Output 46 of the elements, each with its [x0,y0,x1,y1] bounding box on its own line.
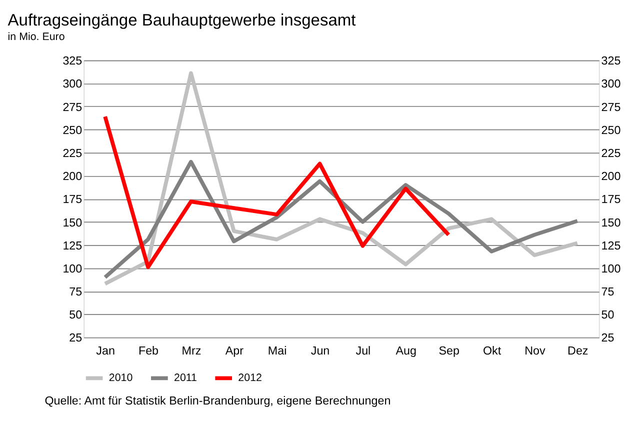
y2-tick-label: 300 [601,78,622,91]
y2-tick-label: 325 [601,54,621,68]
chart-subtitle: in Mio. Euro [8,30,65,43]
y-tick-label: 250 [62,124,83,137]
chart-title: Auftragseingänge Bauhauptgewerbe insgesamt [8,10,356,30]
legend-label: 2012 [238,372,262,384]
x-tick-label: Mrz [182,344,202,358]
x-tick-label: Nov [524,344,546,358]
y-tick-label: 50 [69,308,83,322]
y2-tick-label: 75 [601,286,614,299]
line-series [103,71,580,286]
y2-tick-label: 175 [601,193,621,206]
source-note: Quelle: Amt für Statistik Berlin-Brandenburg, eigene Berechnungen [44,394,391,408]
y-tick-label: 225 [62,146,82,160]
y2-tick-label: 200 [601,170,622,184]
x-tick-label: Aug [396,344,417,358]
y-tick-label: 175 [62,193,82,206]
legend-label: 2011 [174,372,198,384]
y2-tick-label: 225 [601,146,621,160]
y2-tick-label: 250 [601,124,622,137]
line-series [103,114,451,270]
y2-tick-label: 50 [601,308,615,322]
y2-tick-label: 100 [601,262,622,276]
y-tick-label: 200 [62,170,83,184]
legend-label: 2010 [108,372,133,384]
y-tick-label: 150 [62,216,83,230]
y-tick-label: 75 [69,286,82,299]
x-tick-label: Okt [482,344,502,358]
y2-tick-label: 275 [601,100,621,114]
y-tick-label: 25 [69,332,82,345]
y-tick-label: 100 [62,262,83,276]
x-tick-label: Sep [438,344,460,358]
x-tick-label: Jan [96,344,115,358]
x-tick-label: Feb [138,344,159,358]
y-tick-label: 275 [62,100,82,114]
y2-tick-label: 150 [601,216,622,230]
x-tick-label: Jul [356,344,371,358]
y-tick-label: 325 [62,54,82,68]
y-tick-label: 300 [62,78,83,91]
x-tick-label: Jun [310,344,330,358]
y2-tick-label: 125 [601,239,621,252]
x-tick-label: Dez [568,344,588,358]
x-tick-label: Mai [268,344,287,358]
y-tick-label: 125 [62,239,82,252]
x-tick-label: Apr [225,344,244,358]
y2-tick-label: 25 [601,332,614,345]
